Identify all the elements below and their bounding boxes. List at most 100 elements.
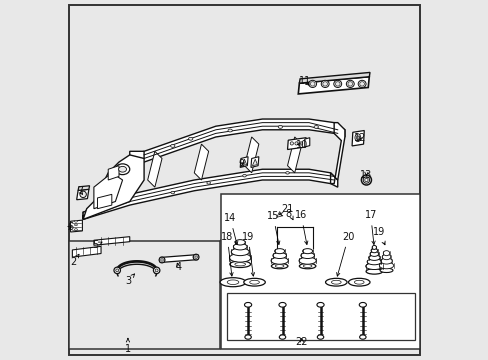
Ellipse shape: [244, 335, 251, 339]
Polygon shape: [83, 155, 144, 220]
Text: 21: 21: [281, 204, 293, 220]
Polygon shape: [351, 131, 364, 146]
Ellipse shape: [220, 278, 245, 287]
Ellipse shape: [285, 172, 289, 174]
Bar: [226, 293, 414, 339]
Ellipse shape: [357, 80, 366, 87]
Ellipse shape: [188, 137, 192, 140]
Ellipse shape: [114, 267, 120, 274]
Ellipse shape: [294, 142, 298, 145]
Text: 3: 3: [124, 274, 134, 286]
Ellipse shape: [153, 267, 160, 274]
Ellipse shape: [278, 126, 282, 129]
Ellipse shape: [365, 263, 382, 270]
Polygon shape: [194, 144, 208, 180]
Text: 9: 9: [238, 159, 244, 169]
Ellipse shape: [244, 302, 251, 307]
Ellipse shape: [348, 278, 369, 286]
Ellipse shape: [80, 191, 86, 198]
Polygon shape: [299, 72, 369, 83]
Ellipse shape: [279, 335, 285, 339]
Ellipse shape: [298, 257, 316, 264]
Ellipse shape: [366, 259, 381, 265]
Ellipse shape: [346, 80, 353, 87]
Text: 2: 2: [70, 254, 79, 267]
Ellipse shape: [244, 278, 265, 286]
Ellipse shape: [233, 243, 246, 250]
Ellipse shape: [308, 80, 316, 87]
Polygon shape: [97, 194, 112, 209]
Polygon shape: [70, 220, 82, 232]
Ellipse shape: [278, 302, 285, 307]
Bar: [221, 194, 419, 348]
Ellipse shape: [322, 82, 327, 86]
Ellipse shape: [317, 335, 323, 339]
Ellipse shape: [194, 256, 197, 258]
Ellipse shape: [368, 255, 379, 260]
Ellipse shape: [316, 302, 324, 307]
Text: 5: 5: [92, 240, 102, 250]
Ellipse shape: [361, 175, 371, 185]
Ellipse shape: [299, 142, 302, 145]
Ellipse shape: [155, 269, 158, 272]
Text: 4: 4: [175, 262, 181, 272]
Ellipse shape: [206, 181, 210, 184]
Ellipse shape: [290, 142, 293, 145]
Ellipse shape: [270, 257, 287, 264]
Ellipse shape: [235, 240, 244, 245]
Ellipse shape: [363, 177, 369, 183]
Ellipse shape: [74, 229, 77, 230]
Ellipse shape: [159, 257, 164, 263]
Ellipse shape: [379, 262, 393, 269]
Ellipse shape: [302, 249, 312, 254]
Ellipse shape: [299, 264, 315, 269]
Polygon shape: [94, 237, 129, 245]
Ellipse shape: [116, 269, 119, 272]
Ellipse shape: [379, 268, 392, 273]
Text: 14: 14: [224, 213, 237, 244]
Ellipse shape: [161, 259, 163, 261]
Ellipse shape: [354, 280, 364, 284]
Text: 10: 10: [295, 140, 307, 150]
Ellipse shape: [359, 335, 366, 339]
Ellipse shape: [249, 280, 259, 284]
Ellipse shape: [321, 80, 328, 87]
Polygon shape: [287, 137, 301, 173]
Polygon shape: [77, 189, 89, 200]
Text: 16: 16: [294, 210, 307, 244]
Ellipse shape: [383, 251, 389, 256]
Ellipse shape: [170, 144, 175, 147]
Text: 19: 19: [242, 232, 254, 276]
Ellipse shape: [227, 280, 238, 284]
Ellipse shape: [274, 249, 284, 254]
Ellipse shape: [229, 253, 250, 262]
Ellipse shape: [359, 82, 364, 86]
Text: 7: 7: [77, 186, 83, 197]
Ellipse shape: [382, 254, 390, 260]
Text: 15: 15: [266, 211, 279, 244]
Bar: [69, 241, 220, 348]
Text: 11: 11: [298, 76, 310, 86]
Polygon shape: [250, 157, 258, 167]
Polygon shape: [147, 151, 162, 187]
Polygon shape: [287, 138, 305, 149]
Polygon shape: [160, 255, 198, 262]
Ellipse shape: [371, 246, 376, 249]
Ellipse shape: [325, 278, 346, 286]
Ellipse shape: [229, 261, 250, 267]
Ellipse shape: [347, 82, 352, 86]
Text: 19: 19: [372, 228, 385, 245]
Text: 8: 8: [279, 210, 291, 220]
Ellipse shape: [354, 134, 360, 141]
Ellipse shape: [335, 82, 339, 86]
Polygon shape: [83, 169, 337, 220]
Ellipse shape: [171, 191, 174, 194]
Ellipse shape: [193, 254, 199, 260]
Polygon shape: [108, 166, 119, 180]
Text: 12: 12: [353, 133, 366, 143]
Text: 13: 13: [360, 170, 372, 180]
Text: 1: 1: [124, 338, 131, 354]
Ellipse shape: [119, 166, 126, 172]
Polygon shape: [276, 212, 282, 217]
Ellipse shape: [74, 220, 77, 222]
